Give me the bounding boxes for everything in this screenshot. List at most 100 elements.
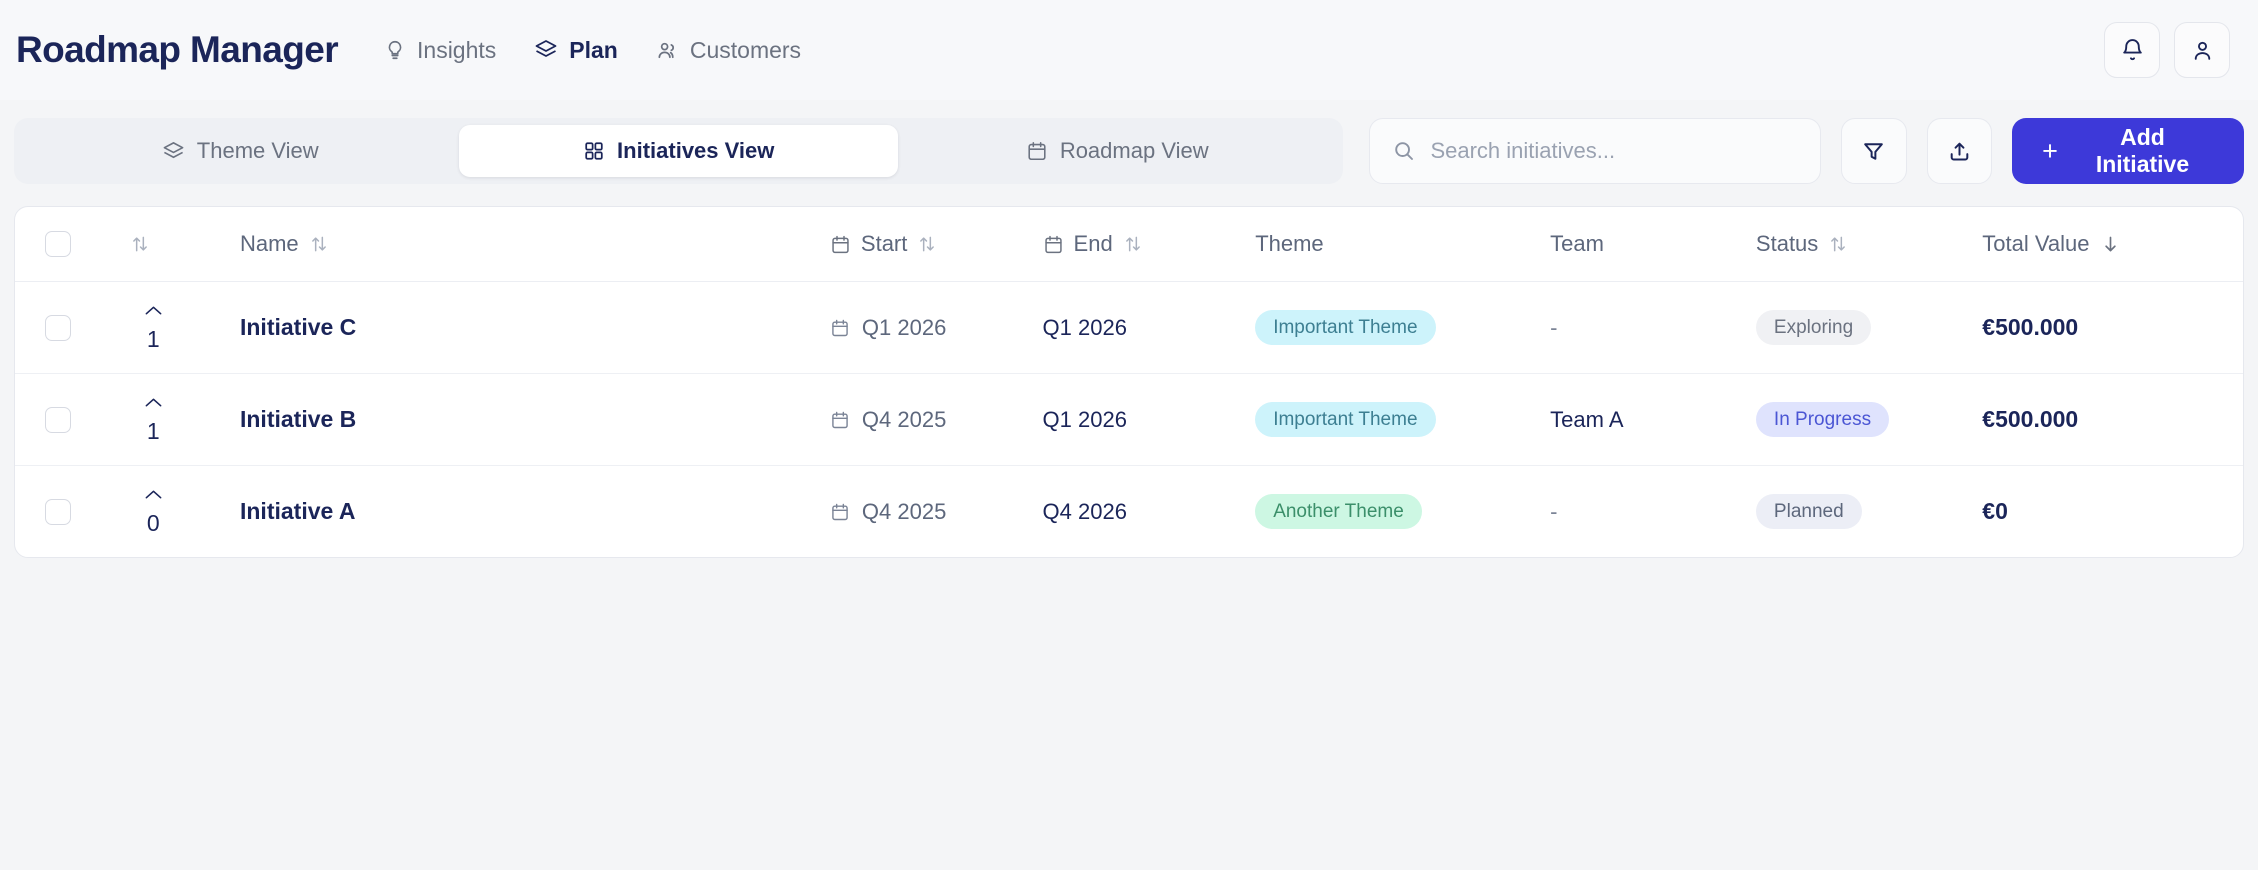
- column-theme: Theme: [1255, 207, 1551, 282]
- column-status[interactable]: Status: [1755, 207, 1983, 282]
- total-value: €500.000: [1982, 314, 2079, 340]
- row-end-cell: Q1 2026: [1042, 281, 1256, 374]
- column-name[interactable]: Name: [239, 207, 830, 282]
- notifications-button[interactable]: [2104, 22, 2160, 78]
- total-value: €500.000: [1982, 406, 2079, 432]
- column-label-start: Start: [860, 231, 908, 256]
- app-header: Roadmap Manager Insights Plan: [0, 0, 2258, 100]
- search-icon: [1392, 139, 1416, 163]
- initiative-name[interactable]: Initiative A: [239, 498, 356, 524]
- main-nav: Insights Plan Customers: [384, 37, 801, 64]
- row-theme-cell: Important Theme: [1255, 373, 1551, 466]
- calendar-icon: [830, 234, 851, 255]
- table-header-row: Name: [15, 207, 2243, 282]
- row-status-cell: Exploring: [1755, 281, 1983, 374]
- filter-button[interactable]: [1841, 118, 1907, 184]
- tab-label-roadmap-view: Roadmap View: [1059, 138, 1209, 163]
- sort-icon: [309, 234, 329, 254]
- toolbar: Theme View Initiatives View Roadmap: [0, 100, 2258, 184]
- row-theme-cell: Another Theme: [1255, 466, 1550, 558]
- row-checkbox[interactable]: [45, 314, 71, 341]
- search-box[interactable]: [1369, 118, 1822, 184]
- search-input[interactable]: [1430, 138, 1799, 164]
- row-rank-cell[interactable]: 1: [130, 373, 240, 466]
- tab-initiatives-view[interactable]: Initiatives View: [459, 125, 898, 177]
- row-select-cell: [15, 281, 131, 374]
- row-name-cell: Initiative B: [239, 373, 830, 466]
- row-team-cell: Team A: [1550, 373, 1756, 466]
- start-value: Q4 2025: [861, 406, 947, 432]
- select-all-checkbox[interactable]: [45, 231, 71, 257]
- tab-label-initiatives-view: Initiatives View: [617, 138, 775, 163]
- row-name-cell: Initiative A: [240, 466, 830, 558]
- initiative-name[interactable]: Initiative B: [239, 406, 357, 432]
- calendar-icon: [1043, 234, 1064, 255]
- row-value-cell: €500.000: [1982, 373, 2243, 466]
- row-status-cell: Planned: [1755, 466, 1982, 558]
- nav-label-customers: Customers: [689, 36, 802, 63]
- nav-item-plan[interactable]: Plan: [534, 37, 618, 64]
- layers-icon: [162, 140, 185, 163]
- add-initiative-label: Add Initiative: [2095, 124, 2190, 177]
- add-initiative-button[interactable]: + Add Initiative: [2012, 118, 2244, 184]
- row-rank-cell[interactable]: 0: [130, 466, 240, 558]
- status-badge: Planned: [1755, 494, 1862, 529]
- filter-icon: [1861, 139, 1886, 164]
- tab-label-theme-view: Theme View: [196, 138, 319, 163]
- row-name-cell: Initiative C: [239, 281, 830, 374]
- column-end[interactable]: End: [1042, 207, 1256, 282]
- chevron-up-icon[interactable]: [144, 304, 163, 321]
- row-select-cell: [15, 466, 130, 558]
- row-start-cell: Q4 2025: [829, 373, 1043, 466]
- row-team-cell: -: [1550, 281, 1756, 374]
- column-start[interactable]: Start: [829, 207, 1043, 282]
- status-badge: Exploring: [1755, 310, 1872, 345]
- calendar-icon: [1026, 140, 1048, 162]
- row-start-cell: Q4 2025: [830, 466, 1043, 558]
- column-select: [15, 207, 131, 282]
- row-team-cell: -: [1550, 498, 1558, 524]
- lightbulb-icon: [384, 39, 406, 61]
- sort-icon: [1123, 234, 1143, 254]
- sort-icon: [1828, 234, 1848, 254]
- row-value-cell: €500.000: [1982, 281, 2243, 374]
- table-row[interactable]: 0 Initiative A Q4 2025: [15, 466, 2243, 558]
- row-select-cell: [15, 373, 131, 466]
- tab-roadmap-view[interactable]: Roadmap View: [898, 125, 1336, 177]
- table-body: 1 Initiative C Q1 2026: [15, 281, 2243, 558]
- chevron-up-icon[interactable]: [144, 488, 163, 505]
- export-button[interactable]: [1926, 118, 1993, 184]
- row-start-cell: Q1 2026: [829, 281, 1043, 374]
- row-checkbox[interactable]: [45, 406, 71, 433]
- column-label-status: Status: [1755, 231, 1819, 256]
- column-team: Team: [1550, 207, 1756, 282]
- theme-badge: Another Theme: [1255, 494, 1422, 529]
- sort-icon: [130, 234, 150, 254]
- rank-value: 1: [146, 326, 160, 352]
- rank-value: 0: [146, 510, 160, 536]
- row-checkbox[interactable]: [45, 498, 71, 525]
- table-row[interactable]: 1 Initiative B Q4 2025: [15, 373, 2243, 466]
- table-row[interactable]: 1 Initiative C Q1 2026: [15, 281, 2243, 374]
- row-value-cell: €0: [1982, 466, 2243, 558]
- row-end-cell: Q4 2026: [1042, 498, 1127, 524]
- nav-item-insights[interactable]: Insights: [384, 37, 496, 64]
- column-rank[interactable]: [130, 207, 240, 282]
- start-value: Q1 2026: [861, 314, 947, 340]
- upload-icon: [1947, 139, 1972, 164]
- row-rank-cell[interactable]: 1: [130, 281, 240, 374]
- chevron-up-icon[interactable]: [144, 396, 163, 413]
- account-button[interactable]: [2174, 22, 2230, 78]
- total-value: €0: [1982, 498, 2008, 524]
- nav-item-customers[interactable]: Customers: [656, 37, 801, 64]
- tab-theme-view[interactable]: Theme View: [21, 125, 459, 177]
- calendar-icon: [830, 502, 850, 522]
- sort-desc-icon: [2100, 234, 2121, 255]
- calendar-icon: [830, 410, 850, 430]
- row-end-cell: Q1 2026: [1042, 373, 1256, 466]
- column-total-value[interactable]: Total Value: [1982, 207, 2243, 282]
- initiative-name[interactable]: Initiative C: [239, 314, 357, 340]
- start-value: Q4 2025: [861, 498, 947, 524]
- user-icon: [2190, 38, 2215, 63]
- nav-label-insights: Insights: [417, 36, 497, 63]
